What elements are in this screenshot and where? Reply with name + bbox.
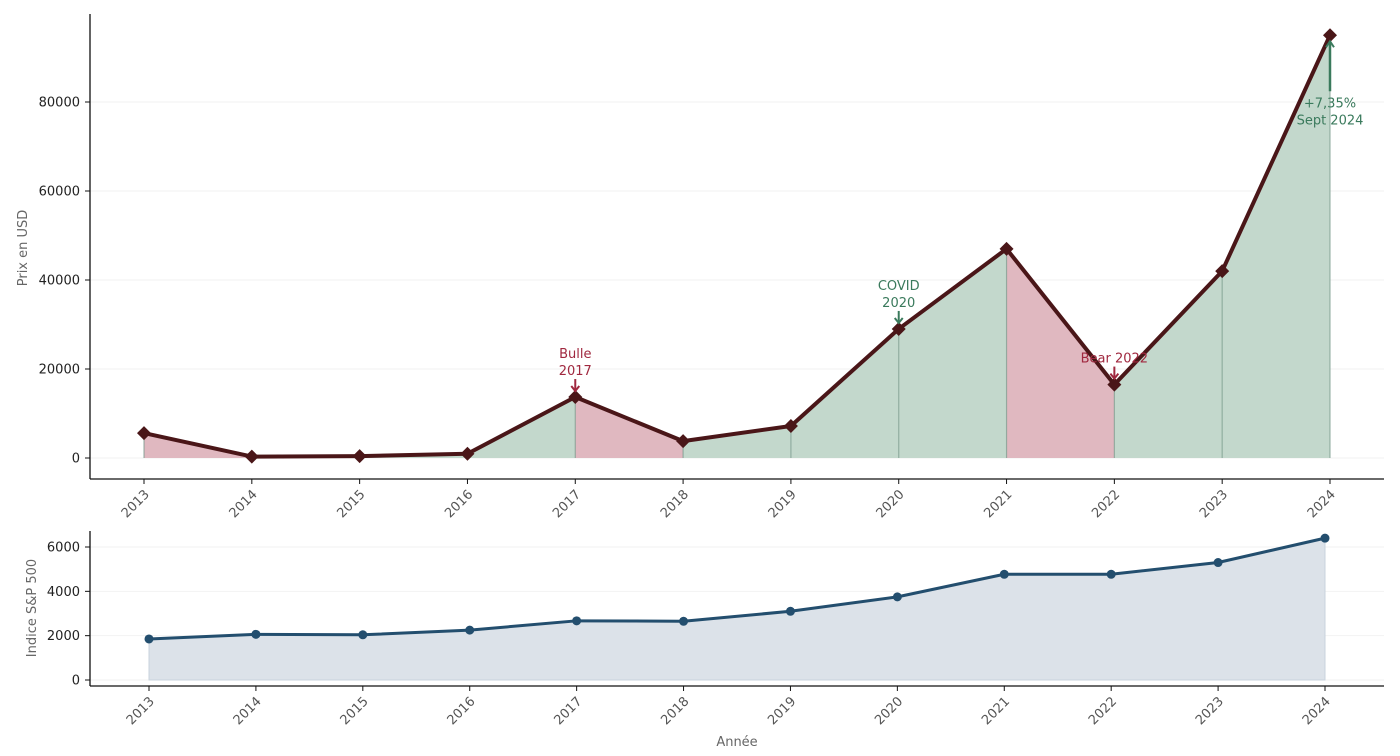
annotation-label: 2020 bbox=[882, 296, 915, 311]
sp500-panel: 0 2000 4000 6000 2013 2014 2015 2016 2017 2018 201… bbox=[47, 531, 1384, 728]
x-tick-label: 2023 bbox=[1193, 694, 1227, 728]
data-point-diamond bbox=[137, 426, 151, 441]
annotation: Bear 2022 bbox=[1081, 352, 1148, 381]
data-point-circle bbox=[999, 569, 1009, 579]
x-tick-label: 2018 bbox=[658, 694, 692, 728]
x-tick-label: 2020 bbox=[872, 694, 906, 728]
annotation: COVID 2020 bbox=[878, 279, 920, 325]
x-tick-label: 2022 bbox=[1089, 487, 1123, 521]
x-tick-label: 2024 bbox=[1305, 487, 1339, 521]
x-tick-label: 2019 bbox=[765, 694, 799, 728]
x-tick-label: 2014 bbox=[227, 487, 261, 521]
data-point-circle bbox=[251, 629, 261, 639]
bitcoin-price-panel: 0 20000 40000 60000 80000 2013 2014 2015 2016 201… bbox=[39, 14, 1384, 521]
data-point-circle bbox=[144, 634, 154, 644]
loss-area bbox=[575, 397, 684, 458]
data-point-diamond bbox=[1107, 377, 1122, 392]
x-tick-label: 2015 bbox=[338, 694, 372, 728]
data-point-diamond bbox=[783, 418, 798, 433]
data-point-diamond bbox=[1215, 264, 1230, 279]
data-point-circle bbox=[1106, 569, 1116, 579]
annotation-label: COVID bbox=[878, 279, 920, 294]
data-point-diamond bbox=[352, 449, 367, 464]
data-point-diamond bbox=[999, 241, 1014, 256]
annotation-label: Bulle bbox=[559, 347, 591, 362]
data-point-circle bbox=[358, 630, 368, 640]
data-point-circle bbox=[892, 592, 902, 602]
data-point-circle bbox=[1320, 533, 1330, 543]
y-tick-label: 60000 bbox=[39, 185, 80, 200]
x-tick-label: 2021 bbox=[981, 487, 1015, 521]
x-tick-label: 2020 bbox=[874, 487, 908, 521]
y-tick-label: 80000 bbox=[39, 96, 80, 111]
data-point-diamond bbox=[1323, 28, 1337, 43]
x-tick-label: 2015 bbox=[334, 487, 368, 521]
x-tick-label: 2017 bbox=[550, 487, 584, 521]
sp500-area bbox=[148, 537, 1326, 681]
x-tick-label: 2016 bbox=[442, 487, 476, 521]
data-point-circle bbox=[1213, 558, 1223, 568]
y-tick-label: 4000 bbox=[47, 585, 80, 600]
x-tick-label: 2024 bbox=[1300, 694, 1334, 728]
annotation-label: Bear 2022 bbox=[1081, 352, 1148, 367]
gain-area bbox=[683, 425, 791, 458]
gain-area bbox=[898, 248, 1007, 458]
y-tick-label: 40000 bbox=[39, 274, 80, 289]
data-point-circle bbox=[679, 616, 689, 626]
x-tick-label: 2013 bbox=[124, 694, 158, 728]
data-point-diamond bbox=[460, 446, 475, 461]
data-point-diamond bbox=[568, 390, 583, 405]
x-tick-label: 2018 bbox=[658, 487, 692, 521]
data-point-diamond bbox=[676, 434, 691, 449]
loss-area bbox=[1006, 248, 1115, 458]
gain-area bbox=[1222, 35, 1330, 458]
x-tick-label: 2017 bbox=[551, 694, 585, 728]
y-tick-label: 0 bbox=[72, 452, 80, 467]
x-axis-label: Année bbox=[716, 735, 757, 750]
data-point-diamond bbox=[891, 321, 906, 336]
bottom-y-axis-label: Indice S&P 500 bbox=[25, 559, 40, 657]
gain-area bbox=[1114, 271, 1223, 458]
x-tick-label: 2013 bbox=[119, 487, 153, 521]
x-tick-label: 2019 bbox=[766, 487, 800, 521]
annotation-label: +7,35% bbox=[1304, 96, 1356, 111]
sp500-line bbox=[148, 536, 1326, 641]
annotation-label: 2017 bbox=[559, 364, 592, 379]
y-tick-label: 6000 bbox=[47, 541, 80, 556]
top-y-axis-label: Prix en USD bbox=[16, 210, 31, 287]
y-tick-label: 2000 bbox=[47, 629, 80, 644]
y-tick-label: 0 bbox=[72, 674, 80, 689]
y-tick-label: 20000 bbox=[39, 363, 80, 378]
gain-area bbox=[790, 328, 899, 458]
bitcoin-price-line bbox=[143, 34, 1332, 459]
data-point-circle bbox=[465, 625, 475, 635]
x-tick-label: 2023 bbox=[1197, 487, 1231, 521]
data-point-circle bbox=[785, 606, 795, 616]
x-tick-label: 2016 bbox=[445, 694, 479, 728]
x-tick-label: 2022 bbox=[1086, 694, 1120, 728]
data-point-circle bbox=[572, 616, 582, 626]
x-tick-label: 2021 bbox=[979, 694, 1013, 728]
annotation: +7,35% Sept 2024 bbox=[1297, 39, 1364, 128]
data-point-diamond bbox=[244, 449, 259, 464]
x-tick-label: 2014 bbox=[231, 694, 265, 728]
annotation-label: Sept 2024 bbox=[1297, 113, 1364, 128]
annotation: Bulle 2017 bbox=[559, 347, 592, 393]
